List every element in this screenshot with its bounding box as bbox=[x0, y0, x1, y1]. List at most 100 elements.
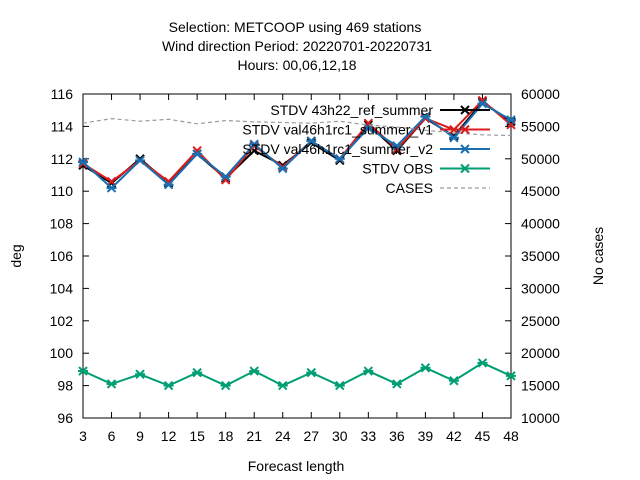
y-tick-label: 110 bbox=[51, 183, 74, 199]
data-point bbox=[278, 162, 288, 172]
y2-tick-label: 20000 bbox=[521, 345, 560, 361]
legend-label: STDV val46h1rc1_summer_v2 bbox=[242, 141, 433, 157]
legend-label: STDV val46h1rc1_summer_v1 bbox=[242, 122, 433, 138]
legend-label: CASES bbox=[386, 180, 433, 196]
legend-entry: STDV 43h22_ref_summer bbox=[270, 102, 490, 118]
data-point bbox=[420, 113, 431, 124]
y2-tick-label: 60000 bbox=[521, 86, 560, 102]
x-tick-label: 39 bbox=[418, 428, 434, 444]
y-tick-label: 106 bbox=[50, 248, 74, 264]
data-point bbox=[249, 366, 260, 376]
data-point bbox=[192, 367, 203, 378]
data-point bbox=[306, 136, 317, 146]
legend-marker bbox=[460, 163, 470, 174]
y-tick-label: 104 bbox=[50, 280, 74, 296]
x-tick-label: 30 bbox=[332, 428, 348, 444]
x-axis-label: Forecast length bbox=[248, 458, 345, 474]
y2-tick-label: 45000 bbox=[521, 183, 560, 199]
legend-entry: STDV val46h1rc1_summer_v1 bbox=[242, 122, 490, 138]
legend-marker bbox=[460, 105, 470, 115]
x-axis-ticks: 3 6 9 12 15 18 21 24 27 30 33 36 39 42 45 48 bbox=[79, 94, 519, 444]
y-tick-label: 114 bbox=[51, 118, 74, 134]
data-point bbox=[448, 376, 459, 386]
x-tick-label: 18 bbox=[218, 428, 234, 444]
x-tick-label: 48 bbox=[503, 428, 519, 444]
title-line-1: Selection: METCOOP using 469 stations bbox=[169, 19, 422, 35]
data-point bbox=[448, 133, 459, 143]
data-point bbox=[506, 371, 516, 381]
data-point bbox=[420, 363, 431, 373]
legend-marker bbox=[460, 144, 470, 154]
y2-tick-label: 15000 bbox=[521, 378, 560, 394]
legend-marker bbox=[460, 124, 470, 135]
y-tick-label: 116 bbox=[51, 86, 74, 102]
x-tick-label: 6 bbox=[108, 428, 116, 444]
data-point bbox=[306, 367, 317, 378]
y2-tick-label: 50000 bbox=[521, 151, 560, 167]
data-point bbox=[163, 380, 174, 391]
title-line-2: Wind direction Period: 20220701-20220731 bbox=[162, 38, 432, 54]
data-point bbox=[192, 149, 203, 159]
series-4 bbox=[78, 358, 516, 391]
series-line bbox=[82, 102, 512, 190]
data-point bbox=[334, 154, 345, 164]
y-axis-ticks: 96 98 100 102 104 106 108 110 112 114 116 bbox=[50, 86, 89, 426]
y2-axis-ticks: 10000 15000 20000 25000 30000 35000 40000 45000… bbox=[505, 86, 560, 426]
y-tick-label: 98 bbox=[57, 378, 73, 394]
x-tick-label: 15 bbox=[189, 428, 205, 444]
chart-title: Selection: METCOOP using 469 stations Wi… bbox=[162, 19, 432, 73]
data-point bbox=[78, 157, 88, 167]
y2-tick-label: 25000 bbox=[521, 313, 560, 329]
y2-tick-label: 30000 bbox=[521, 280, 560, 296]
y-tick-label: 112 bbox=[51, 151, 74, 167]
data-point bbox=[277, 163, 288, 174]
data-point bbox=[249, 139, 260, 149]
x-tick-label: 45 bbox=[475, 428, 491, 444]
data-point bbox=[135, 155, 146, 166]
data-point bbox=[477, 99, 488, 109]
data-point bbox=[163, 180, 174, 190]
legend-entry: STDV OBS bbox=[362, 161, 490, 177]
data-point bbox=[306, 137, 316, 148]
x-tick-label: 36 bbox=[389, 428, 405, 444]
x-tick-label: 21 bbox=[246, 428, 262, 444]
x-tick-label: 27 bbox=[303, 428, 319, 444]
data-point bbox=[391, 141, 402, 151]
legend-label: STDV OBS bbox=[362, 161, 433, 177]
y2-axis-label: No cases bbox=[590, 227, 606, 285]
data-point bbox=[477, 358, 488, 368]
data-point bbox=[220, 380, 231, 391]
legend-label: STDV 43h22_ref_summer bbox=[270, 102, 433, 118]
x-tick-label: 33 bbox=[361, 428, 377, 444]
data-point bbox=[78, 158, 88, 169]
data-point bbox=[420, 111, 431, 122]
y-tick-label: 96 bbox=[57, 410, 73, 426]
legend: STDV 43h22_ref_summer STDV val46h1rc1_sum… bbox=[242, 102, 490, 196]
data-point bbox=[334, 380, 345, 391]
legend-entry: CASES bbox=[386, 180, 490, 196]
x-tick-label: 12 bbox=[161, 428, 177, 444]
data-point bbox=[135, 369, 146, 379]
data-point bbox=[106, 379, 117, 389]
data-point bbox=[106, 183, 117, 193]
x-tick-label: 24 bbox=[275, 428, 291, 444]
data-point bbox=[220, 171, 231, 182]
series-line bbox=[82, 118, 512, 137]
x-tick-label: 3 bbox=[79, 428, 87, 444]
data-point bbox=[391, 379, 402, 389]
x-tick-label: 9 bbox=[136, 428, 144, 444]
series-layer bbox=[78, 95, 516, 391]
y2-tick-label: 35000 bbox=[521, 248, 560, 264]
y-tick-label: 100 bbox=[50, 345, 74, 361]
y-axis-label: deg bbox=[8, 244, 24, 267]
title-line-3: Hours: 00,06,12,18 bbox=[237, 57, 356, 73]
series-5 bbox=[82, 118, 512, 137]
y2-tick-label: 55000 bbox=[521, 118, 560, 134]
data-point bbox=[78, 366, 88, 376]
data-point bbox=[363, 366, 374, 376]
legend-entry: STDV val46h1rc1_summer_v2 bbox=[242, 141, 490, 157]
y-tick-label: 108 bbox=[50, 216, 74, 232]
y2-tick-label: 40000 bbox=[521, 216, 560, 232]
data-point bbox=[506, 115, 516, 125]
